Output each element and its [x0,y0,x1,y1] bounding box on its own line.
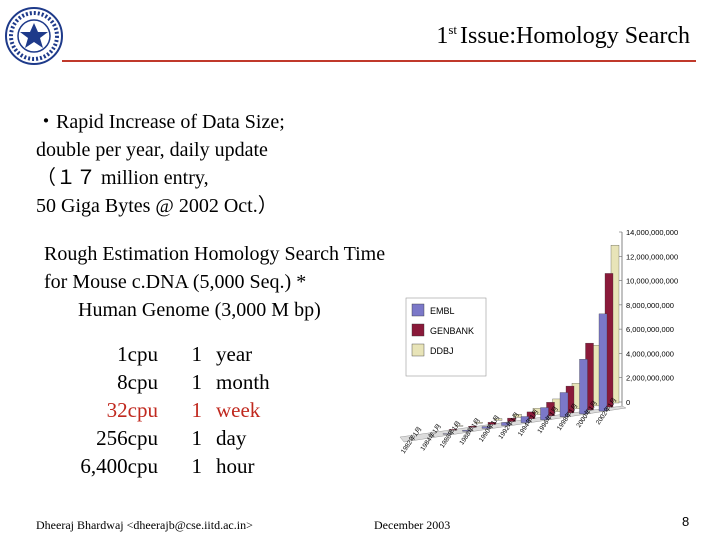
bar-embl [442,433,452,435]
y-tick-label: 0 [626,398,630,407]
time-count: 1 [191,370,203,394]
title-superscript: st [448,22,458,37]
y-tick-label: 12,000,000,000 [626,252,678,261]
legend-swatch [411,343,425,357]
bar-ddbj [493,418,503,421]
table-row: 8cpu 1 month [58,368,270,396]
footer-date: December 2003 [374,518,451,532]
bullet-line: ・Rapid Increase of Data Size; [36,111,285,133]
bar-ddbj [474,422,483,424]
legend-label: DDBJ [430,346,454,356]
bar-embl [540,407,549,420]
bullet-line: 50 Giga Bytes @ 2002 Oct.） [36,195,278,217]
slide-title: 1st Issue:Homology Search [436,22,690,50]
legend-label: GENBANK [430,326,474,336]
bar-embl [481,426,491,429]
legend-swatch [411,323,425,337]
y-tick-label: 14,000,000,000 [626,228,678,237]
cpu-time-table: 1cpu 1 year 8cpu 1 month 32cpu 1 week 25… [58,340,270,480]
bar-embl [462,430,471,432]
cpu-count: 32cpu [106,398,158,422]
bar-embl [501,422,510,426]
estimation-line: Rough Estimation Homology Search Time [44,243,386,265]
cpu-count: 256cpu [96,426,158,450]
cpu-count: 8cpu [117,370,158,394]
legend-swatch [411,303,425,317]
footer-author: Dheeraj Bhardwaj <dheerajb@cse.iitd.ac.i… [36,518,253,532]
title-underline [62,60,696,62]
time-count: 1 [191,454,203,478]
title-text: Issue:Homology Search [460,23,690,49]
table-row: 6,400cpu 1 hour [58,452,270,480]
y-tick-label: 6,000,000,000 [626,325,674,334]
institute-logo [5,7,63,65]
bullet-line: （１７ million entry, [36,167,209,189]
bar-ddbj [513,414,522,418]
bar-ddbj [454,425,464,427]
y-tick-label: 8,000,000,000 [626,301,674,310]
estimation-line: for Mouse c.DNA (5,000 Seq.) * [44,271,307,293]
time-count: 1 [191,342,203,366]
y-tick-label: 2,000,000,000 [626,374,674,383]
estimation-line: Human Genome (3,000 M bp) [78,299,321,321]
table-row-highlighted: 32cpu 1 week [58,396,270,424]
time-unit: week [216,398,261,422]
time-count: 1 [191,398,203,422]
database-growth-chart: 14,000,000,000 12,000,000,000 10,000,000,0… [398,228,678,455]
cpu-count: 1cpu [117,342,158,366]
time-unit: month [216,370,270,394]
bullet-line: double per year, daily update [36,139,268,161]
time-count: 1 [191,426,203,450]
bar-embl [559,392,569,417]
time-unit: year [216,342,253,366]
bar-genbank [487,422,497,425]
y-tick-label: 10,000,000,000 [626,277,678,286]
legend-label: EMBL [430,306,455,316]
time-unit: hour [216,454,255,478]
bar-genbank [448,429,458,431]
data-size-bullet: ・Rapid Increase of Data Size; double per… [36,108,285,220]
cpu-count: 6,400cpu [80,454,158,478]
bar-genbank [526,411,536,419]
page-number: 8 [682,514,690,529]
bar-embl [598,313,608,412]
table-row: 1cpu 1 year [58,340,270,368]
time-unit: day [216,426,247,450]
bar-genbank [468,426,477,428]
y-tick-label: 4,000,000,000 [626,349,674,358]
bar-embl [520,416,530,423]
title-number: 1 [436,23,449,49]
estimation-block: Rough Estimation Homology Search Time fo… [44,240,385,324]
bar-embl [579,359,588,415]
table-row: 256cpu 1 day [58,424,270,452]
bar-genbank [507,417,516,422]
